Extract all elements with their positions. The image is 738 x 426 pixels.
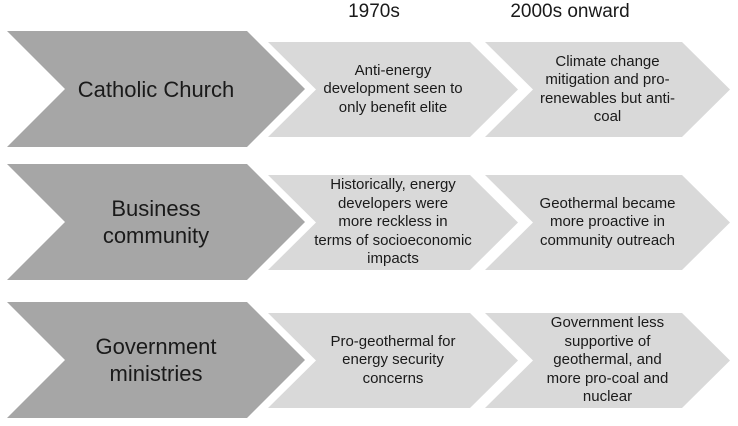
era-text: Government less supportive of geothermal…	[546, 314, 669, 406]
actor-chevron-catholic-church: Catholic Church	[7, 31, 305, 147]
column-header-1970s: 1970s	[348, 1, 400, 22]
era-1970s-chevron-business-community: Historically, energy developers were mor…	[268, 175, 518, 270]
era-2000s-chevron-business-community: Geothermal became more proactive in comm…	[485, 175, 730, 270]
actor-label: Business community	[102, 196, 210, 248]
actor-chevron-government-ministries: Government ministries	[7, 302, 305, 418]
actor-label: Catholic Church	[77, 76, 235, 102]
era-2000s-chevron-government-ministries: Government less supportive of geothermal…	[485, 313, 730, 408]
era-2000s-chevron-catholic-church: Climate change mitigation and pro- renew…	[485, 42, 730, 137]
actor-chevron-business-community: Business community	[7, 164, 305, 280]
era-text: Geothermal became more proactive in comm…	[539, 194, 676, 249]
era-text: Climate change mitigation and pro- renew…	[539, 52, 676, 125]
actor-label: Government ministries	[95, 334, 217, 386]
column-header-2000s-onward: 2000s onward	[510, 1, 630, 22]
era-1970s-chevron-catholic-church: Anti-energy development seen to only ben…	[268, 42, 518, 137]
era-text: Pro-geothermal for energy security conce…	[330, 332, 456, 387]
era-text: Historically, energy developers were mor…	[314, 176, 472, 268]
era-text: Anti-energy development seen to only ben…	[323, 61, 463, 116]
era-1970s-chevron-government-ministries: Pro-geothermal for energy security conce…	[268, 313, 518, 408]
